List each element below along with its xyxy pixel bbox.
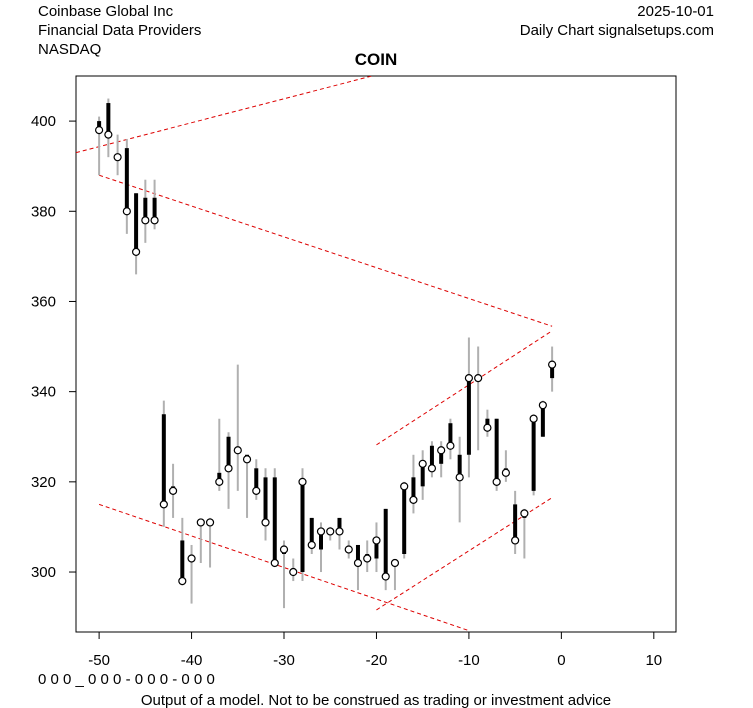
close-marker — [104, 130, 113, 139]
code: 0 0 0 _ 0 0 0 - 0 0 0 - 0 0 0 — [38, 671, 215, 688]
y-tick-label: 300 — [31, 564, 56, 581]
y-tick-label: 380 — [31, 203, 56, 220]
close-marker — [511, 536, 520, 545]
close-marker — [141, 216, 150, 225]
close-marker — [455, 473, 464, 482]
sector: Financial Data Providers — [38, 22, 201, 39]
close-marker — [289, 567, 298, 577]
close-marker — [298, 477, 307, 486]
trend-line — [98, 503, 470, 632]
disclaimer: Output of a model. Not to be construed a… — [141, 692, 611, 708]
close-marker — [344, 545, 353, 554]
close-marker — [400, 482, 409, 491]
x-tick-label: -20 — [366, 652, 388, 669]
trend-line — [376, 330, 553, 446]
trend-line — [98, 174, 553, 327]
close-marker — [390, 558, 400, 568]
trend-line — [76, 76, 372, 154]
close-marker — [316, 527, 326, 536]
close-marker — [335, 527, 344, 536]
close-marker — [224, 464, 233, 473]
exchange: NASDAQ — [38, 41, 101, 58]
x-tick-label: -10 — [458, 652, 480, 669]
company: Coinbase Global Inc — [38, 3, 174, 20]
close-marker — [418, 459, 427, 468]
close-marker — [95, 126, 104, 135]
close-marker — [252, 486, 261, 495]
close-marker — [483, 423, 492, 432]
plot-area — [76, 76, 557, 632]
close-marker — [529, 414, 538, 423]
close-marker — [446, 441, 455, 450]
x-tick-label: -40 — [181, 652, 203, 669]
close-marker — [159, 500, 168, 509]
x-tick-label: 0 — [557, 652, 565, 669]
close-marker — [279, 545, 289, 554]
x-tick-label: -50 — [88, 652, 110, 669]
close-marker — [178, 576, 187, 586]
close-marker — [409, 495, 418, 504]
close-marker — [501, 468, 510, 477]
close-marker — [131, 247, 141, 256]
close-marker — [538, 401, 547, 410]
close-marker — [307, 540, 316, 550]
close-marker — [122, 207, 131, 216]
close-marker — [187, 554, 196, 563]
close-marker — [215, 477, 224, 486]
close-marker — [464, 374, 474, 383]
close-marker — [233, 446, 242, 455]
date: 2025-10-01 — [637, 3, 714, 20]
x-tick-label: -30 — [273, 652, 295, 669]
y-tick-label: 320 — [31, 474, 56, 491]
source: Daily Chart signalsetups.com — [520, 22, 714, 39]
close-marker — [326, 527, 335, 536]
y-tick-label: 340 — [31, 384, 56, 401]
close-marker — [437, 446, 446, 455]
x-tick-label: 10 — [645, 652, 662, 669]
close-marker — [168, 486, 178, 495]
chart-title: COIN — [355, 50, 398, 69]
close-marker — [242, 455, 252, 464]
close-marker — [150, 216, 159, 225]
close-marker — [353, 558, 363, 568]
close-marker — [363, 554, 372, 563]
close-marker — [381, 572, 390, 581]
close-marker — [196, 518, 205, 527]
close-marker — [270, 558, 279, 568]
close-marker — [261, 518, 270, 527]
close-marker — [492, 477, 501, 486]
close-marker — [520, 509, 529, 518]
close-marker — [548, 360, 557, 369]
close-marker — [474, 374, 483, 383]
y-tick-label: 400 — [31, 113, 56, 130]
close-marker — [205, 518, 215, 527]
close-marker — [113, 153, 122, 162]
y-tick-label: 360 — [31, 293, 56, 310]
close-marker — [427, 464, 437, 473]
close-marker — [372, 536, 381, 545]
